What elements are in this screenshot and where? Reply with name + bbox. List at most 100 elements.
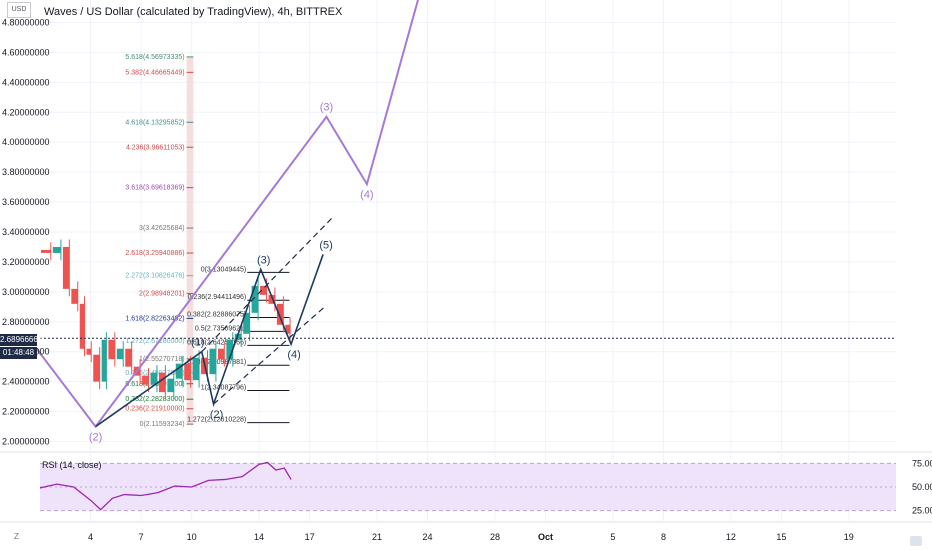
candle bbox=[184, 363, 191, 381]
candle bbox=[268, 294, 275, 304]
fib-extension-label: 3.618(3.69618369) bbox=[125, 185, 184, 192]
fib-retracement-label: 0(3.13049445) bbox=[201, 266, 247, 273]
candle bbox=[226, 339, 233, 360]
fib-retracement-label: 0.618(2.64253166) bbox=[187, 339, 246, 346]
time-tick-label: 5 bbox=[610, 532, 615, 542]
currency-selector[interactable]: USD bbox=[7, 2, 31, 18]
fib-extension-label: 2(2.98948201) bbox=[139, 290, 185, 297]
chart-title: Waves / US Dollar (calculated by Trading… bbox=[44, 6, 343, 18]
time-axis[interactable]: 4 7 10 14 17 21 24 28 Oct 5 8 12 15 19 bbox=[88, 532, 854, 542]
rsi-indicator-title[interactable]: RSI (14, close) bbox=[42, 460, 102, 470]
candle bbox=[192, 357, 200, 381]
price-tick-label: 4.60000000 bbox=[2, 47, 50, 57]
rsi-band bbox=[40, 463, 896, 511]
price-tick-label: 3.60000000 bbox=[2, 197, 50, 207]
time-tick-label: 21 bbox=[372, 532, 382, 542]
primary-wave-label: (4) bbox=[360, 189, 373, 201]
price-tick-label: 3.20000000 bbox=[2, 257, 50, 267]
candle bbox=[217, 348, 225, 360]
price-tick-label: 2.00000000 bbox=[2, 437, 50, 447]
elliott-wave-drawings[interactable]: (2) (3) (4) (1) (2) (3) (4) (5) bbox=[35, 0, 425, 444]
rsi-level-label: 50.00 bbox=[912, 482, 932, 492]
time-tick-label: 15 bbox=[776, 532, 786, 542]
fib-extension-label: 0(2.11593234) bbox=[140, 421, 185, 428]
secondary-wave-line[interactable] bbox=[95, 254, 324, 428]
candle bbox=[71, 288, 78, 304]
rsi-pane[interactable]: 75.00 50.00 25.00 bbox=[39, 458, 932, 516]
candle bbox=[116, 348, 124, 360]
price-tick-label: 2.80000000 bbox=[2, 317, 50, 327]
candle bbox=[79, 303, 85, 349]
fib-extension-label: 3(3.42625684) bbox=[139, 225, 185, 232]
secondary-wave-label: (3) bbox=[257, 254, 270, 266]
fib-extension-label: 4.618(4.13295852) bbox=[125, 119, 184, 126]
fib-extension-label: 1.272(2.67180000) bbox=[125, 338, 184, 345]
timezone-button[interactable]: Z bbox=[14, 532, 19, 541]
candle bbox=[62, 246, 70, 289]
price-tick-label: 4.40000000 bbox=[2, 77, 50, 87]
candle bbox=[41, 249, 51, 253]
candle bbox=[125, 348, 132, 367]
candle bbox=[108, 339, 115, 360]
candle bbox=[260, 285, 267, 295]
time-tick-label: 7 bbox=[139, 532, 144, 542]
secondary-wave-label: (5) bbox=[319, 239, 332, 251]
candle bbox=[86, 348, 92, 355]
fib-extension-band bbox=[186, 56, 194, 425]
candle bbox=[150, 372, 157, 385]
secondary-wave-label: (4) bbox=[287, 349, 300, 361]
time-tick-label: 4 bbox=[88, 532, 93, 542]
tradingview-logo-icon[interactable] bbox=[910, 536, 922, 546]
channel-lower-line[interactable] bbox=[213, 304, 327, 405]
fib-retracement-label: 0.236(2.94411496) bbox=[188, 294, 247, 301]
rsi-level-label: 75.00 bbox=[912, 458, 932, 468]
price-series bbox=[40, 239, 896, 400]
candle bbox=[167, 378, 174, 393]
candle bbox=[276, 303, 284, 325]
fib-extension-label: 5.618(4.56973335) bbox=[125, 54, 184, 61]
candle bbox=[142, 375, 149, 385]
fib-extension-label: 2.618(3.25940886) bbox=[125, 250, 184, 257]
fib-extension-label: 4.236(3.96611053) bbox=[126, 144, 185, 151]
candle bbox=[251, 285, 259, 313]
primary-wave-label: (3) bbox=[320, 102, 333, 114]
secondary-wave-label: (2) bbox=[210, 409, 223, 421]
rsi-level-label: 25.00 bbox=[912, 506, 932, 516]
fib-retracement-label: 0.786(2.50987881) bbox=[187, 359, 246, 366]
time-tick-label: 14 bbox=[254, 532, 264, 542]
fib-extension-tool[interactable]: 5.618(4.56973335) 5.382(4.46665449) 4.618(… bbox=[125, 54, 194, 428]
price-tick-label: 3.40000000 bbox=[2, 227, 50, 237]
candle bbox=[158, 372, 166, 393]
primary-wave-line[interactable] bbox=[35, 0, 425, 429]
time-tick-label: 17 bbox=[305, 532, 315, 542]
price-tick-label: 4.00000000 bbox=[2, 137, 50, 147]
time-tick-label: 28 bbox=[490, 532, 500, 542]
fib-extension-label: 1(2.55270718) bbox=[139, 356, 185, 363]
fib-extension-label: 2.272(3.10826476) bbox=[125, 273, 184, 280]
candle bbox=[101, 339, 107, 382]
candle bbox=[52, 246, 61, 253]
fib-extension-label: 5.382(4.46665449) bbox=[125, 69, 184, 76]
rsi-line bbox=[39, 461, 292, 511]
candle bbox=[285, 324, 291, 334]
price-axis[interactable]: 2.000000002.200000002.400000002.60000000… bbox=[2, 17, 50, 446]
fib-retracement-label: 0.382(2.82886075) bbox=[187, 311, 246, 318]
candle bbox=[93, 354, 100, 382]
fib-extension-label: 0.236(2.21910000) bbox=[125, 406, 184, 413]
time-tick-label: 8 bbox=[661, 532, 666, 542]
time-tick-label: 12 bbox=[726, 532, 736, 542]
fib-extension-label: 0.382(2.28283000) bbox=[125, 396, 184, 403]
current-price-label: 2.68966664 bbox=[0, 334, 43, 346]
price-tick-label: 4.20000000 bbox=[2, 107, 50, 117]
fib-retracement-label: 1(2.34087796) bbox=[201, 385, 247, 392]
fib-retracement-tool[interactable]: 0(3.13049445) 0.236(2.94411496) 0.382(2.82… bbox=[187, 266, 290, 424]
fib-retracement-label: 1.272(2.12610228) bbox=[187, 417, 246, 424]
time-tick-label: 10 bbox=[187, 532, 197, 542]
fib-extension-label: 1.618(2.82263402) bbox=[125, 315, 184, 322]
price-axis-background bbox=[896, 0, 932, 550]
primary-wave-label: (2) bbox=[89, 432, 102, 444]
bar-countdown-timer: 01:48:48 bbox=[0, 347, 37, 359]
price-tick-label: 3.80000000 bbox=[2, 167, 50, 177]
